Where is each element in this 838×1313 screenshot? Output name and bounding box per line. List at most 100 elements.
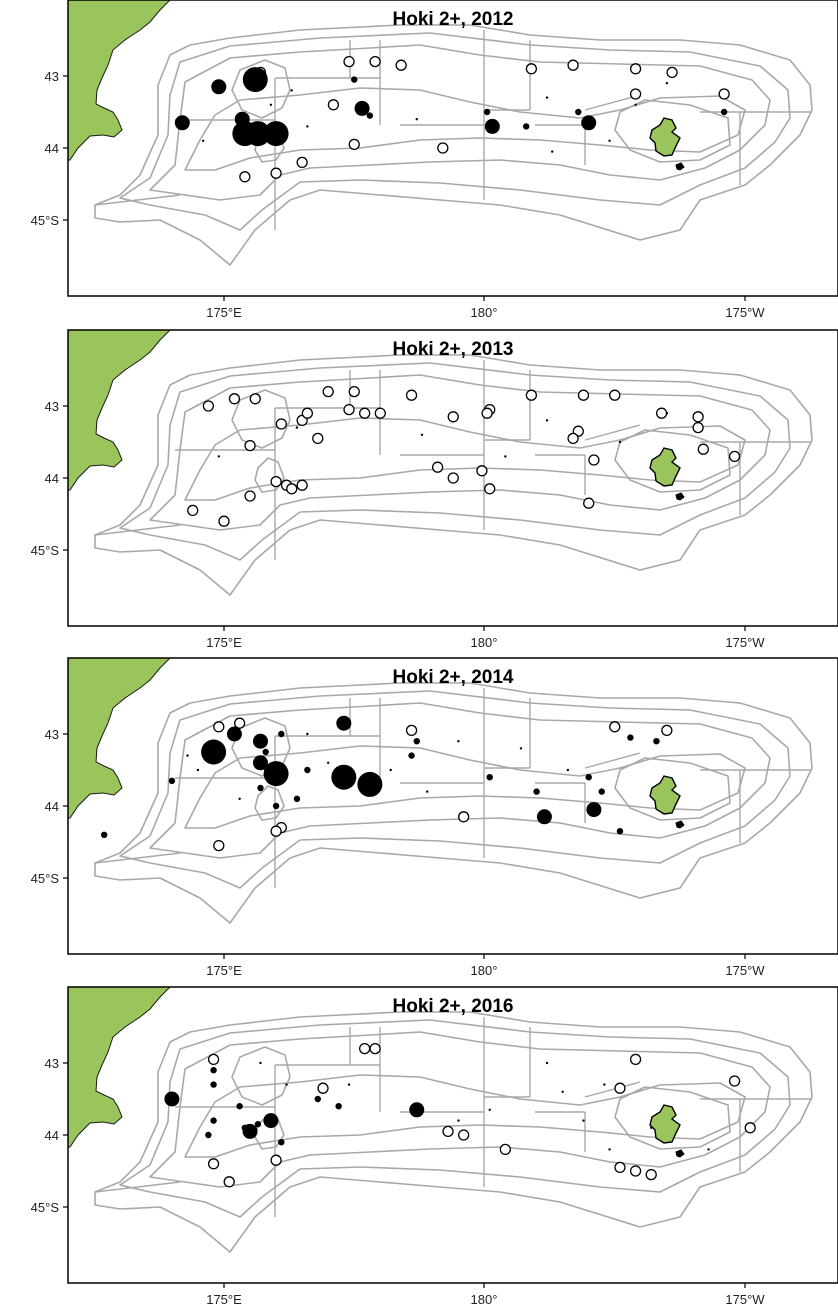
catch-marker-tiny xyxy=(217,455,220,458)
survey-station-marker xyxy=(327,99,340,111)
stratum-boundary xyxy=(94,1181,181,1193)
catch-marker-tiny xyxy=(545,96,549,99)
catch-marker-small xyxy=(272,802,280,810)
map-svg: Hoki 2+, 2013 175°E 180° 175°W 43 44 45°S xyxy=(31,329,838,650)
catch-marker-small xyxy=(627,734,634,741)
survey-station-marker xyxy=(458,811,470,823)
catch-marker-medium xyxy=(174,115,190,131)
survey-station-marker xyxy=(207,1053,220,1066)
depth-contour xyxy=(94,24,813,266)
depth-contour xyxy=(184,1074,746,1158)
catch-marker-small xyxy=(616,828,624,835)
depth-contour xyxy=(119,690,791,889)
x-tick-label: 175°W xyxy=(725,1292,765,1307)
x-tick-label: 175°E xyxy=(206,635,242,650)
depth-contour xyxy=(614,429,731,493)
survey-station-marker xyxy=(405,389,418,401)
stratum-boundary xyxy=(584,94,641,111)
y-tick-label: 43 xyxy=(45,399,59,414)
survey-station-marker xyxy=(348,385,360,398)
survey-station-marker xyxy=(484,483,496,495)
survey-station-marker xyxy=(275,418,287,430)
chatham-island xyxy=(649,775,681,815)
survey-station-marker xyxy=(244,439,256,452)
catch-marker-small xyxy=(254,1121,262,1128)
x-tick-label: 175°W xyxy=(725,305,765,320)
catch-marker-tiny xyxy=(545,1061,549,1065)
catch-marker-tiny xyxy=(608,139,611,142)
survey-station-marker xyxy=(609,389,621,401)
catch-marker-medium xyxy=(581,115,597,131)
survey-station-marker xyxy=(567,59,579,71)
survey-station-marker xyxy=(525,389,538,401)
survey-station-marker xyxy=(431,461,444,473)
depth-contour xyxy=(614,757,731,821)
catch-marker-tiny xyxy=(285,1083,288,1086)
catch-marker-large xyxy=(242,67,268,93)
survey-station-marker xyxy=(270,1154,282,1166)
catch-marker-medium xyxy=(336,715,352,731)
depth-contour xyxy=(614,1086,731,1150)
survey-station-marker xyxy=(296,156,308,169)
catch-marker-medium xyxy=(263,1113,279,1129)
catch-marker-small xyxy=(257,784,264,792)
survey-station-marker xyxy=(233,717,246,729)
catch-marker-small xyxy=(278,1139,285,1146)
panel-title: Hoki 2+, 2012 xyxy=(393,9,514,30)
catch-marker-tiny xyxy=(665,412,669,415)
y-tick-label: 45°S xyxy=(31,1200,60,1215)
catch-marker-tiny xyxy=(608,1148,611,1151)
catch-marker-medium xyxy=(211,79,227,95)
catch-marker-large xyxy=(357,771,383,797)
pitt-island xyxy=(675,162,685,171)
y-tick-label: 43 xyxy=(45,727,59,742)
pitt-island xyxy=(675,492,685,501)
catch-marker-tiny xyxy=(707,1148,710,1151)
survey-station-marker xyxy=(666,66,678,79)
catch-marker-tiny xyxy=(488,1108,491,1111)
depth-contour xyxy=(119,32,791,231)
survey-station-marker xyxy=(322,385,334,398)
survey-station-marker xyxy=(692,421,704,434)
chatham-island xyxy=(649,447,681,487)
catch-marker-tiny xyxy=(269,103,273,107)
catch-marker-large xyxy=(245,121,271,147)
y-tick-label: 45°S xyxy=(31,871,60,886)
y-tick-label: 44 xyxy=(45,1128,59,1143)
catch-marker-small xyxy=(522,123,530,130)
survey-station-marker xyxy=(359,1042,371,1055)
survey-station-marker xyxy=(629,63,642,75)
catch-marker-small xyxy=(483,108,491,116)
survey-station-marker xyxy=(499,1143,511,1156)
survey-station-marker xyxy=(239,171,251,183)
survey-station-marker xyxy=(567,432,579,445)
stratum-boundary xyxy=(94,524,181,536)
catch-marker-tiny xyxy=(566,768,570,772)
catch-marker-tiny xyxy=(650,1126,653,1129)
catch-marker-tiny xyxy=(389,768,392,772)
survey-station-marker xyxy=(614,1082,626,1094)
survey-station-marker xyxy=(442,1125,454,1138)
survey-station-marker xyxy=(437,142,449,154)
stratum-boundary xyxy=(584,752,641,769)
catch-marker-tiny xyxy=(290,89,293,92)
land-mass xyxy=(68,987,171,1148)
depth-contour xyxy=(149,702,771,859)
survey-station-marker xyxy=(577,389,590,401)
depth-contour xyxy=(149,374,771,531)
survey-station-marker xyxy=(301,407,314,419)
y-tick-label: 43 xyxy=(45,69,59,84)
survey-station-marker xyxy=(405,724,418,737)
catch-marker-small xyxy=(210,1117,217,1124)
catch-marker-small xyxy=(408,752,415,759)
survey-station-marker xyxy=(525,63,538,75)
catch-marker-tiny xyxy=(665,82,669,85)
x-tick-label: 175°W xyxy=(725,635,765,650)
chatham-island xyxy=(649,1104,681,1144)
chatham-island xyxy=(649,117,681,157)
catch-marker-small xyxy=(168,777,176,784)
y-tick-label: 45°S xyxy=(31,543,60,558)
catch-marker-tiny xyxy=(306,125,309,128)
catch-marker-small xyxy=(335,1103,342,1110)
catch-marker-tiny xyxy=(420,433,424,436)
